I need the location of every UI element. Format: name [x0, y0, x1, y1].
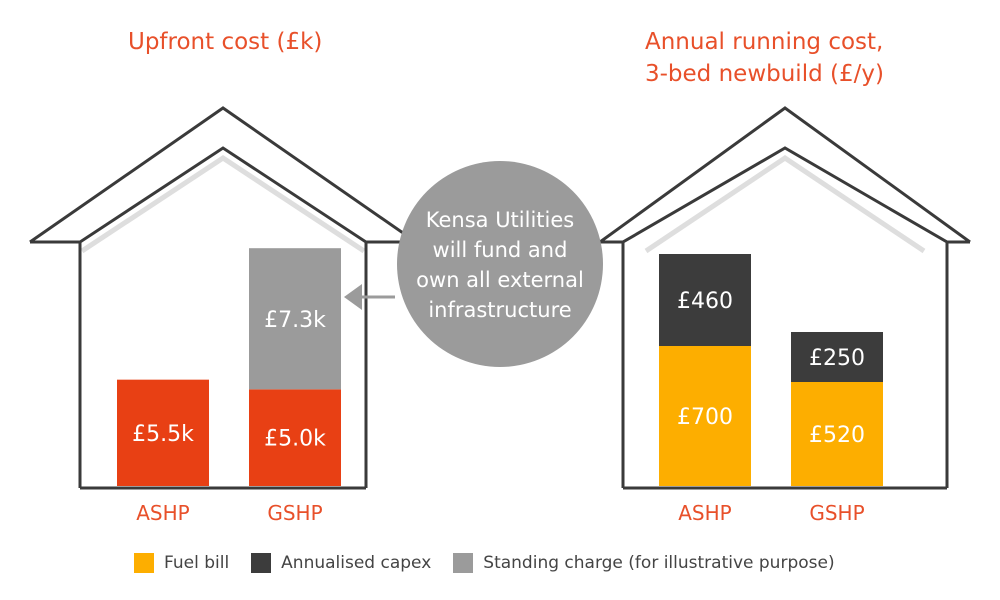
callout-line-4: infrastructure — [428, 298, 571, 322]
callout-line-3: own all external — [416, 268, 584, 292]
callout-line-2: will fund and — [433, 238, 568, 262]
legend-item-annualised-capex: Annualised capex — [251, 553, 431, 573]
running-category-label-gshp: GSHP — [809, 501, 864, 525]
callout: Kensa Utilities will fund and own all ex… — [397, 161, 603, 367]
right-house-roof-shadow — [644, 154, 926, 254]
running-value-label-ashp-fuel-bill: £700 — [677, 405, 733, 430]
running-bar-gshp-fuel-bill — [791, 382, 883, 486]
upfront-cost-bars: £5.5k ASHP £5.0k £7.3k GSHP — [117, 248, 341, 525]
running-bar-ashp-annualised-capex — [659, 254, 751, 346]
running-cost-title-line-1: Annual running cost, — [645, 29, 884, 55]
running-bar-ashp-fuel-bill — [659, 346, 751, 486]
right-house-body — [621, 146, 949, 488]
running-value-label-gshp-fuel-bill: £520 — [809, 423, 865, 448]
running-bar-gshp-annualised-capex — [791, 332, 883, 382]
callout-line-1: Kensa Utilities — [426, 208, 574, 232]
legend-swatch-annualised-capex — [251, 553, 272, 573]
legend-label-standing-charge: Standing charge (for illustrative purpos… — [483, 553, 835, 573]
upfront-bar-gshp-standing-charge-for-illustrative-purpose — [249, 248, 341, 390]
legend-item-standing-charge: Standing charge (for illustrative purpos… — [453, 553, 835, 573]
running-category-label-ashp: ASHP — [678, 501, 731, 525]
right-house-outline — [599, 106, 971, 490]
running-value-label-gshp-annualised-capex: £250 — [809, 346, 865, 371]
running-cost-title: Annual running cost, 3-bed newbuild (£/y… — [645, 26, 884, 90]
upfront-bar-ashp-fuel-bill — [117, 379, 209, 486]
upfront-value-label-gshp-fuel-bill: £5.0k — [264, 427, 326, 452]
legend-label-fuel-bill: Fuel bill — [164, 553, 230, 573]
upfront-value-label-ashp-fuel-bill: £5.5k — [132, 422, 194, 447]
left-house-outer-roof — [29, 106, 417, 244]
upfront-bar-gshp-fuel-bill — [249, 389, 341, 486]
callout-circle — [397, 161, 603, 367]
left-house-roof-shadow — [80, 155, 366, 254]
upfront-value-label-gshp-standing-charge-for-illustrative-purpose: £7.3k — [264, 308, 326, 333]
upfront-category-label-gshp: GSHP — [267, 501, 322, 525]
legend-item-fuel-bill: Fuel bill — [134, 553, 229, 573]
left-house-body — [78, 146, 368, 488]
legend-swatch-fuel-bill — [134, 553, 154, 573]
legend-swatch-standing-charge — [453, 553, 474, 573]
upfront-category-label-ashp: ASHP — [136, 501, 189, 525]
callout-arrow-head — [344, 284, 362, 310]
running-cost-bars: £700 £460 ASHP £520 £250 GSHP — [659, 254, 883, 525]
right-house-outer-roof — [599, 106, 971, 244]
legend: Fuel bill Annualised capex Standing char… — [134, 548, 857, 578]
running-value-label-ashp-annualised-capex: £460 — [677, 289, 733, 314]
callout-arrow — [344, 284, 395, 310]
legend-label-annualised-capex: Annualised capex — [281, 553, 432, 573]
upfront-cost-title: Upfront cost (£k) — [128, 29, 323, 55]
running-cost-title-line-2: 3-bed newbuild (£/y) — [645, 61, 884, 87]
